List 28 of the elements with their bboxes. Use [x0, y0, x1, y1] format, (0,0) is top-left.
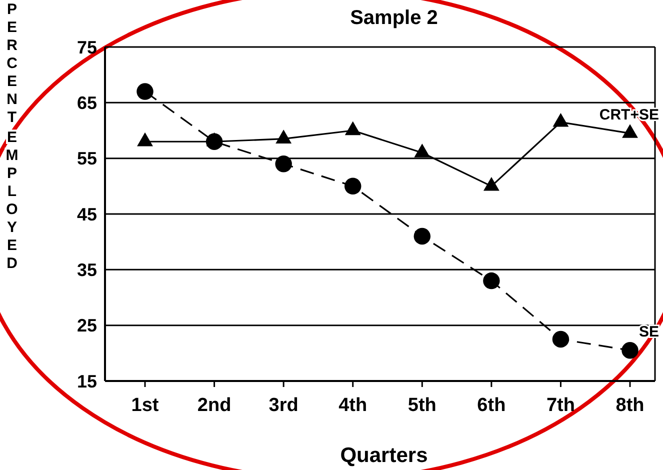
y-tick-label: 65: [76, 92, 97, 113]
point: [622, 124, 638, 138]
y-tick-label: 45: [76, 204, 97, 224]
x-tick-label: 5th: [408, 395, 436, 416]
point: [622, 342, 638, 359]
point: [483, 272, 500, 290]
x-tick-label: 1st: [131, 395, 160, 416]
y-tick-label: 15: [76, 371, 97, 392]
x-tick-label: 3rd: [268, 395, 298, 416]
point: [552, 330, 570, 348]
x-tick-label: 4th: [338, 395, 368, 416]
point: [276, 130, 292, 144]
x-tick-label: 2nd: [197, 395, 232, 416]
point: [414, 144, 430, 158]
y-tick-label: 55: [76, 148, 97, 169]
x-axis-title: Quarters: [340, 444, 428, 467]
x-tick-label: 6th: [477, 395, 506, 416]
x-tick-label: 7th: [546, 395, 575, 416]
point: [552, 112, 569, 127]
point: [414, 228, 431, 245]
y-tick-label: 25: [76, 316, 97, 336]
y-tick-label: 35: [76, 260, 97, 280]
x-tick-label: 8th: [616, 395, 644, 416]
y-tick-label: 75: [76, 37, 97, 58]
point: [344, 121, 361, 136]
point: [483, 176, 500, 191]
chart-title: Sample 2: [350, 7, 438, 29]
point: [137, 132, 153, 146]
